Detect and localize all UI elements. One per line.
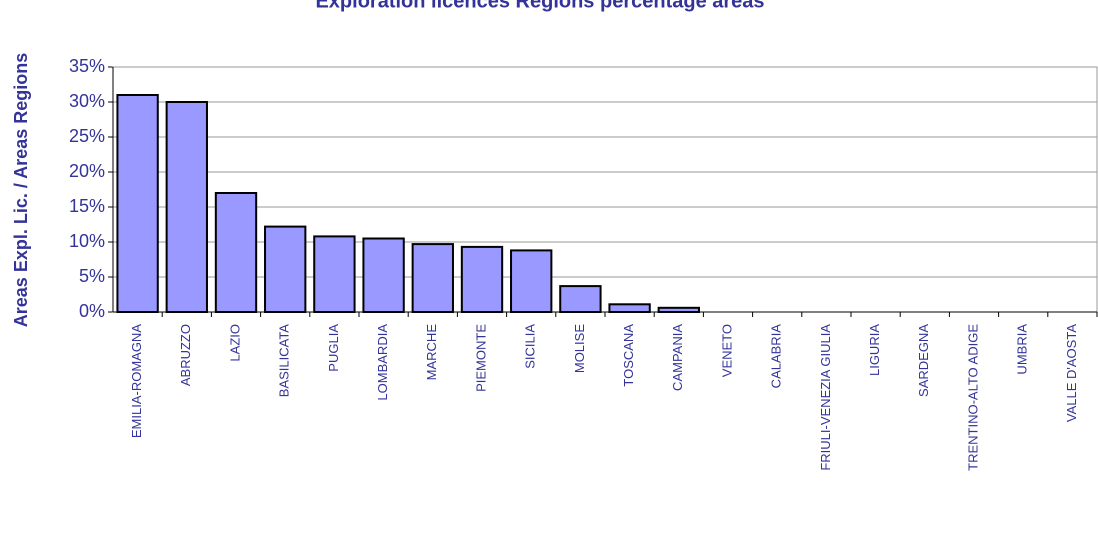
bar xyxy=(116,94,159,313)
y-tick-label: 0% xyxy=(79,301,105,321)
bar xyxy=(460,245,504,313)
x-tick-label: UMBRIA xyxy=(1015,324,1030,375)
bar xyxy=(264,225,307,314)
y-tick-label: 10% xyxy=(69,231,105,251)
x-tick-label: EMILIA-ROMAGNA xyxy=(129,324,144,438)
x-tick-label: PIEMONTE xyxy=(473,324,488,392)
x-tick-label: CAMPANIA xyxy=(670,324,685,391)
bar xyxy=(510,249,553,313)
bar xyxy=(608,303,651,313)
x-tick-label: SARDEGNA xyxy=(916,324,931,397)
bar xyxy=(214,192,258,313)
bar xyxy=(559,285,602,314)
y-axis-label: Areas Expl. Lic. / Areas Regions xyxy=(11,53,31,327)
x-tick-label: LAZIO xyxy=(227,324,242,362)
x-tick-label: PUGLIA xyxy=(326,324,341,372)
y-tick-label: 25% xyxy=(69,126,105,146)
x-tick-label: LOMBARDIA xyxy=(375,324,390,401)
y-tick-label: 35% xyxy=(69,56,105,76)
plot-frame xyxy=(112,66,1098,313)
y-tick-label: 30% xyxy=(69,91,105,111)
x-tick-label: LIGURIA xyxy=(867,324,882,376)
bar xyxy=(657,306,700,313)
x-tick-label: MARCHE xyxy=(424,324,439,381)
y-tick-label: 20% xyxy=(69,161,105,181)
bar xyxy=(165,101,208,313)
y-tick-label: 15% xyxy=(69,196,105,216)
x-tick-label: MOLISE xyxy=(572,324,587,373)
bar xyxy=(362,237,405,313)
x-tick-label: FRIULI-VENEZIA GIULIA xyxy=(818,324,833,471)
x-tick-label: BASILICATA xyxy=(277,324,292,398)
x-tick-label: SICILIA xyxy=(523,324,538,369)
x-tick-label: TOSCANA xyxy=(621,324,636,387)
x-tick-label: TRENTINO-ALTO ADIGE xyxy=(965,324,980,471)
bar xyxy=(313,235,356,313)
bar xyxy=(411,243,454,314)
x-tick-label: CALABRIA xyxy=(769,324,784,389)
x-tick-label: VALLE D'AOSTA xyxy=(1064,324,1079,422)
x-tick-label: ABRUZZO xyxy=(178,324,193,386)
y-tick-label: 5% xyxy=(79,266,105,286)
chart-title: Exploration licences Regions percentage … xyxy=(315,0,764,12)
x-tick-label: VENETO xyxy=(719,324,734,377)
